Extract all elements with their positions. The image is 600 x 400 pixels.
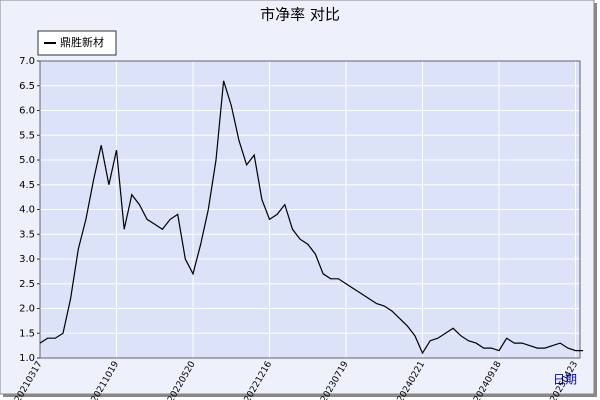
x-axis-label: 日期	[553, 373, 577, 387]
y-tick-label: 2.0	[19, 304, 35, 315]
chart-title: 市净率 对比	[260, 6, 340, 24]
line	[39, 80, 584, 355]
y-tick-label: 5.5	[19, 130, 35, 141]
y-tick-label: 1.0	[19, 353, 35, 364]
plot-border	[39, 60, 581, 359]
y-tick-label: 5.0	[19, 155, 35, 166]
y-tick-label: 6.5	[19, 81, 35, 92]
y-tick-label: 4.5	[19, 180, 35, 191]
y-tick-label: 7.0	[19, 56, 35, 67]
y-tick-label: 4.0	[19, 205, 35, 216]
legend-label: 鼎胜新材	[60, 35, 104, 49]
y-tick-label: 3.0	[19, 254, 35, 265]
y-tick-label: 3.5	[19, 229, 35, 240]
y-tick-label: 1.5	[19, 328, 35, 339]
y-tick-label: 2.5	[19, 279, 35, 290]
y-tick-label: 6.0	[19, 106, 35, 117]
